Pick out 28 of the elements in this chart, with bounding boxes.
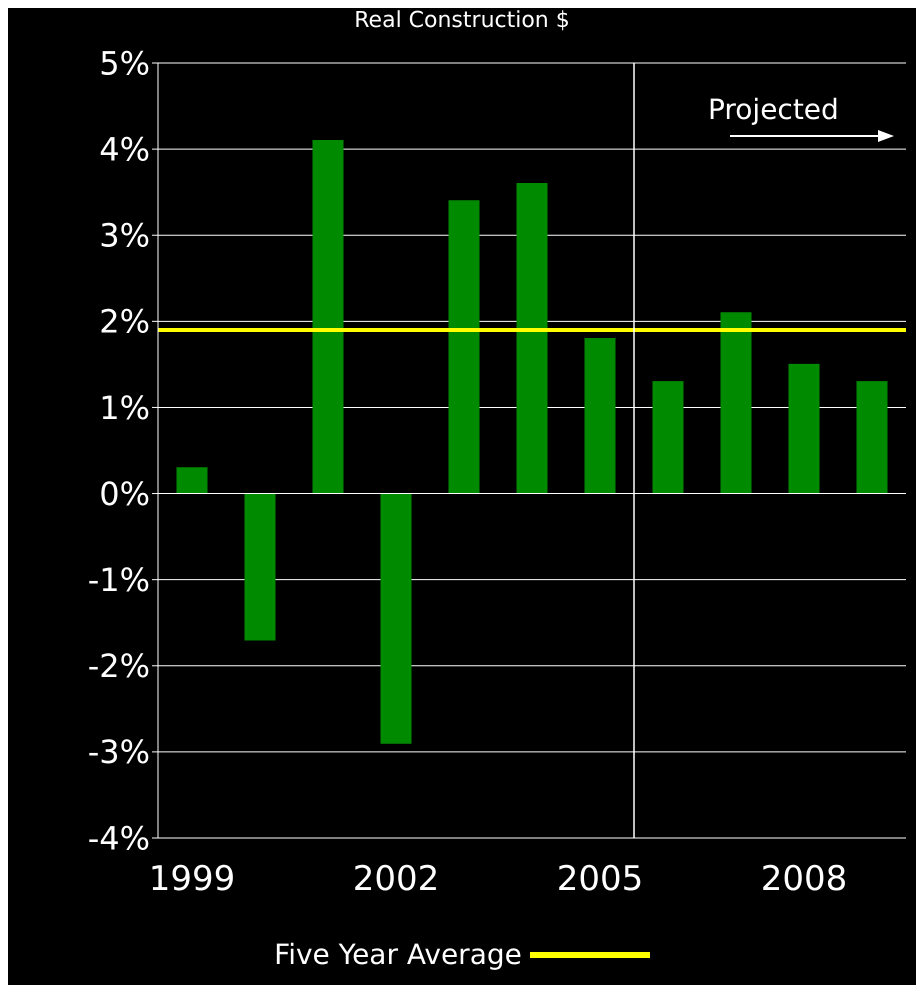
y-tick-label: -3% — [88, 733, 150, 772]
y-tick-label: 0% — [99, 474, 150, 513]
y-tick-label: -1% — [88, 561, 150, 600]
y-tick-label: 4% — [99, 130, 150, 168]
y-tick-label: 5% — [99, 44, 150, 82]
bar — [244, 493, 276, 640]
x-tick-label: 2005 — [556, 859, 644, 900]
bar — [312, 140, 344, 494]
bar — [720, 312, 752, 494]
bar — [652, 381, 684, 494]
y-tick-label: 3% — [99, 216, 150, 255]
chart-title: Real Construction $ — [353, 8, 571, 33]
bar — [176, 467, 208, 494]
bar — [788, 364, 820, 494]
y-tick-label: 2% — [99, 302, 150, 341]
x-tick-label: 2002 — [352, 859, 440, 900]
y-tick-label: -4% — [88, 819, 150, 858]
y-tick-label: 1% — [99, 388, 150, 427]
x-tick-label: 2008 — [760, 859, 848, 900]
bar — [448, 200, 480, 494]
annotation: Projected — [708, 93, 839, 126]
bar — [584, 338, 616, 494]
y-tick-label: -2% — [88, 647, 150, 686]
bar — [856, 381, 888, 494]
x-tick-label: 1999 — [148, 859, 236, 900]
bar — [516, 183, 548, 494]
legend-label: Five Year Average — [274, 938, 522, 971]
bar — [380, 493, 412, 744]
